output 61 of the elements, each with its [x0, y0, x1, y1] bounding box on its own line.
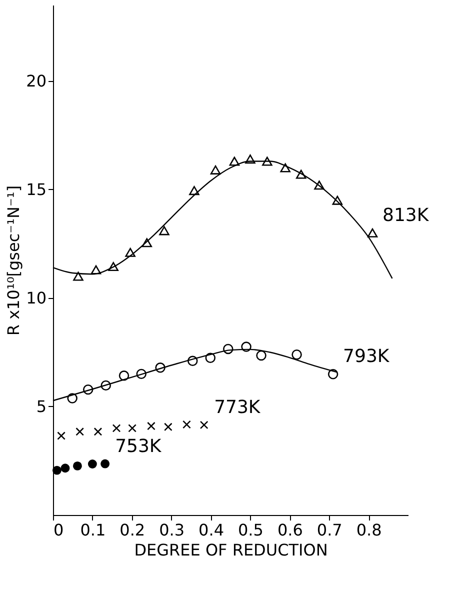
point	[100, 459, 110, 468]
point	[189, 186, 200, 196]
point	[296, 170, 306, 179]
x-tick-label: 0.3	[159, 520, 185, 540]
point	[210, 165, 221, 174]
point	[205, 352, 216, 363]
point	[60, 464, 70, 473]
point	[159, 226, 170, 236]
y-tick-label: 20	[26, 71, 46, 90]
y-tick-label: 15	[26, 180, 46, 199]
x-tick-label: 0.4	[198, 520, 224, 540]
point	[142, 238, 152, 248]
point	[57, 432, 66, 440]
point	[223, 344, 234, 354]
point	[108, 262, 118, 272]
point	[128, 424, 136, 432]
point	[76, 427, 84, 436]
x-tick-label: 0.2	[120, 520, 146, 540]
point	[241, 342, 252, 352]
series-label: 753K	[115, 436, 162, 457]
point	[52, 466, 62, 475]
x-tick-label: 0.5	[238, 520, 264, 540]
point	[332, 196, 343, 205]
point	[256, 350, 266, 361]
x-tick-label: 0	[54, 520, 64, 540]
point	[292, 350, 302, 360]
point	[245, 154, 256, 164]
point	[367, 228, 378, 238]
point	[280, 163, 290, 172]
y-axis-title: R x10¹⁰[gsec⁻¹N⁻¹]	[4, 185, 24, 336]
point	[73, 272, 84, 281]
point	[136, 368, 146, 380]
point	[72, 461, 82, 470]
y-tick-label: 10	[26, 288, 46, 308]
point	[94, 427, 102, 436]
x-tick-label: 0.1	[80, 520, 106, 540]
y-tick-label: 5	[36, 396, 46, 416]
point	[90, 265, 102, 274]
point	[112, 424, 121, 432]
point	[182, 420, 191, 429]
point	[229, 156, 240, 166]
series-label: 793K	[343, 346, 390, 368]
point	[82, 384, 94, 395]
point	[188, 356, 198, 366]
x-tick-label: 0.6	[277, 520, 303, 540]
point	[155, 362, 166, 373]
point	[262, 156, 272, 166]
point	[314, 180, 324, 190]
point	[147, 422, 156, 430]
x-axis-title: DEGREE OF REDUCTION	[134, 540, 328, 560]
series-label: 813K	[382, 204, 430, 226]
point	[200, 420, 208, 430]
point	[164, 422, 172, 432]
point	[67, 393, 78, 404]
x-tick-label: 0.8	[356, 520, 382, 540]
x-tick-label: 0.7	[316, 520, 342, 540]
point	[125, 248, 136, 257]
point	[88, 460, 97, 468]
point	[100, 380, 111, 391]
point	[118, 370, 130, 381]
series-label: 773K	[214, 396, 262, 418]
